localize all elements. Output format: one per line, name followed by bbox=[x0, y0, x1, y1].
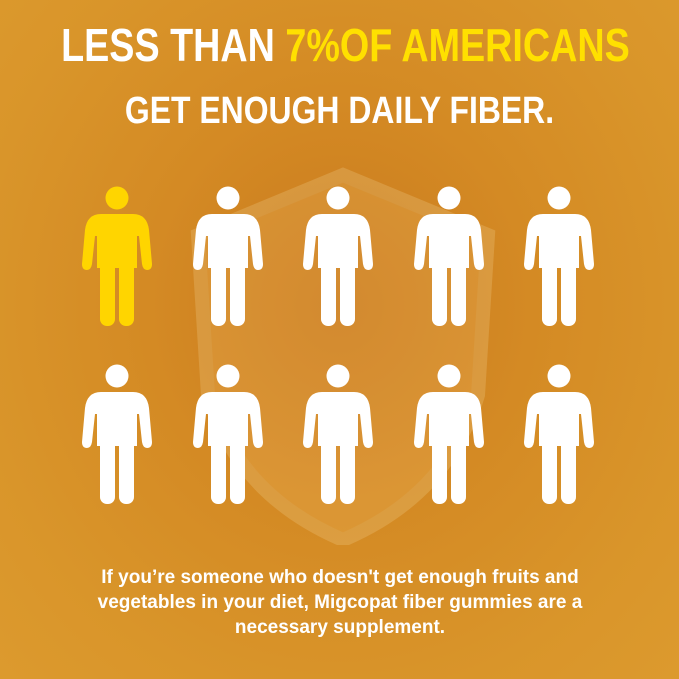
person-icon bbox=[302, 186, 374, 326]
person-icon bbox=[81, 186, 153, 326]
headline-highlight: 7%OF AMERICANS bbox=[285, 19, 630, 71]
person-icon bbox=[413, 364, 485, 504]
footer-line: necessary supplement. bbox=[234, 617, 446, 638]
person-icon bbox=[192, 186, 264, 326]
headline-prefix: LESS THAN bbox=[61, 19, 286, 71]
person-icon bbox=[302, 364, 374, 504]
headline-line-2: GET ENOUGH DAILY FIBER. bbox=[124, 90, 555, 132]
person-icon bbox=[523, 186, 595, 326]
headline-line-1: LESS THAN 7%OF AMERICANS bbox=[61, 18, 630, 72]
footer-line: vegetables in your diet, Migcopat fiber … bbox=[97, 592, 583, 613]
person-icon bbox=[523, 364, 595, 504]
footer-line: If you’re someone who doesn't get enough… bbox=[101, 567, 579, 588]
footer-text: If you’re someone who doesn't get enough… bbox=[40, 565, 640, 640]
person-icon bbox=[413, 186, 485, 326]
person-icon bbox=[81, 364, 153, 504]
person-icon bbox=[192, 364, 264, 504]
